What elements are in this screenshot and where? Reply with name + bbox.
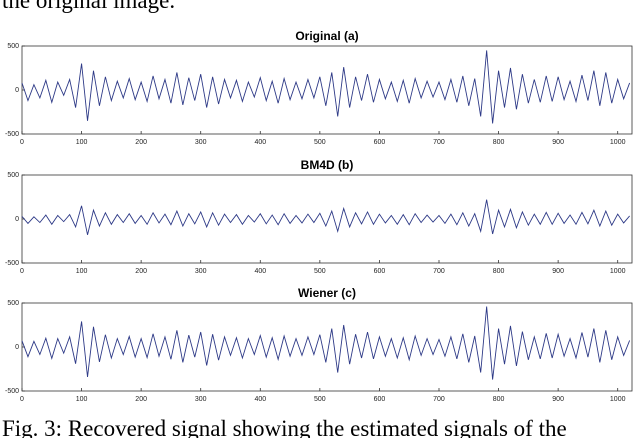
x-tick-label: 400 — [254, 268, 266, 275]
x-tick-label: 800 — [493, 139, 505, 146]
x-tick-label: 800 — [493, 268, 505, 275]
x-tick-label: 900 — [552, 396, 564, 403]
x-tick-label: 1000 — [610, 396, 626, 403]
header-text: the original image. — [2, 0, 175, 13]
y-tick-label: 500 — [7, 43, 19, 50]
signal-line — [21, 50, 631, 124]
x-tick-label: 900 — [552, 139, 564, 146]
x-tick-label: 100 — [76, 396, 88, 403]
signal-line — [21, 306, 631, 380]
x-tick-label: 300 — [195, 139, 207, 146]
x-tick-label: 0 — [20, 268, 24, 275]
x-tick-label: 0 — [20, 139, 24, 146]
y-tick-label: 0 — [15, 87, 19, 94]
x-tick-label: 200 — [135, 268, 147, 275]
signal-line — [21, 199, 630, 235]
x-tick-label: 300 — [195, 396, 207, 403]
y-tick-label: 500 — [7, 172, 19, 179]
chart-title: Original (a) — [295, 29, 358, 43]
y-tick-label: 500 — [7, 300, 19, 307]
x-tick-label: 500 — [314, 268, 326, 275]
x-tick-label: 0 — [20, 396, 24, 403]
chart-title: BM4D (b) — [301, 158, 354, 172]
x-tick-label: 400 — [254, 139, 266, 146]
x-tick-label: 600 — [374, 268, 386, 275]
plot-frame — [21, 174, 633, 264]
x-tick-label: 1000 — [610, 268, 626, 275]
y-tick-label: -500 — [5, 388, 19, 395]
plot-frame — [21, 45, 633, 135]
y-tick-label: -500 — [5, 131, 19, 138]
x-tick-label: 800 — [493, 396, 505, 403]
y-tick-label: 0 — [15, 344, 19, 351]
x-tick-label: 500 — [314, 139, 326, 146]
x-tick-label: 900 — [552, 268, 564, 275]
y-tick-label: -500 — [5, 260, 19, 267]
y-tick-label: 0 — [15, 216, 19, 223]
x-tick-label: 700 — [433, 396, 445, 403]
x-tick-label: 600 — [374, 139, 386, 146]
caption: Fig. 3: Recovered signal showing the est… — [2, 416, 567, 438]
x-tick-label: 400 — [254, 396, 266, 403]
x-tick-label: 700 — [433, 268, 445, 275]
x-tick-label: 600 — [374, 396, 386, 403]
plot-frame — [21, 302, 633, 392]
x-tick-label: 700 — [433, 139, 445, 146]
x-tick-label: 1000 — [610, 139, 626, 146]
x-tick-label: 100 — [76, 268, 88, 275]
x-tick-label: 500 — [314, 396, 326, 403]
x-tick-label: 300 — [195, 268, 207, 275]
x-tick-label: 200 — [135, 139, 147, 146]
x-tick-label: 200 — [135, 396, 147, 403]
chart-title: Wiener (c) — [298, 286, 356, 300]
x-tick-label: 100 — [76, 139, 88, 146]
